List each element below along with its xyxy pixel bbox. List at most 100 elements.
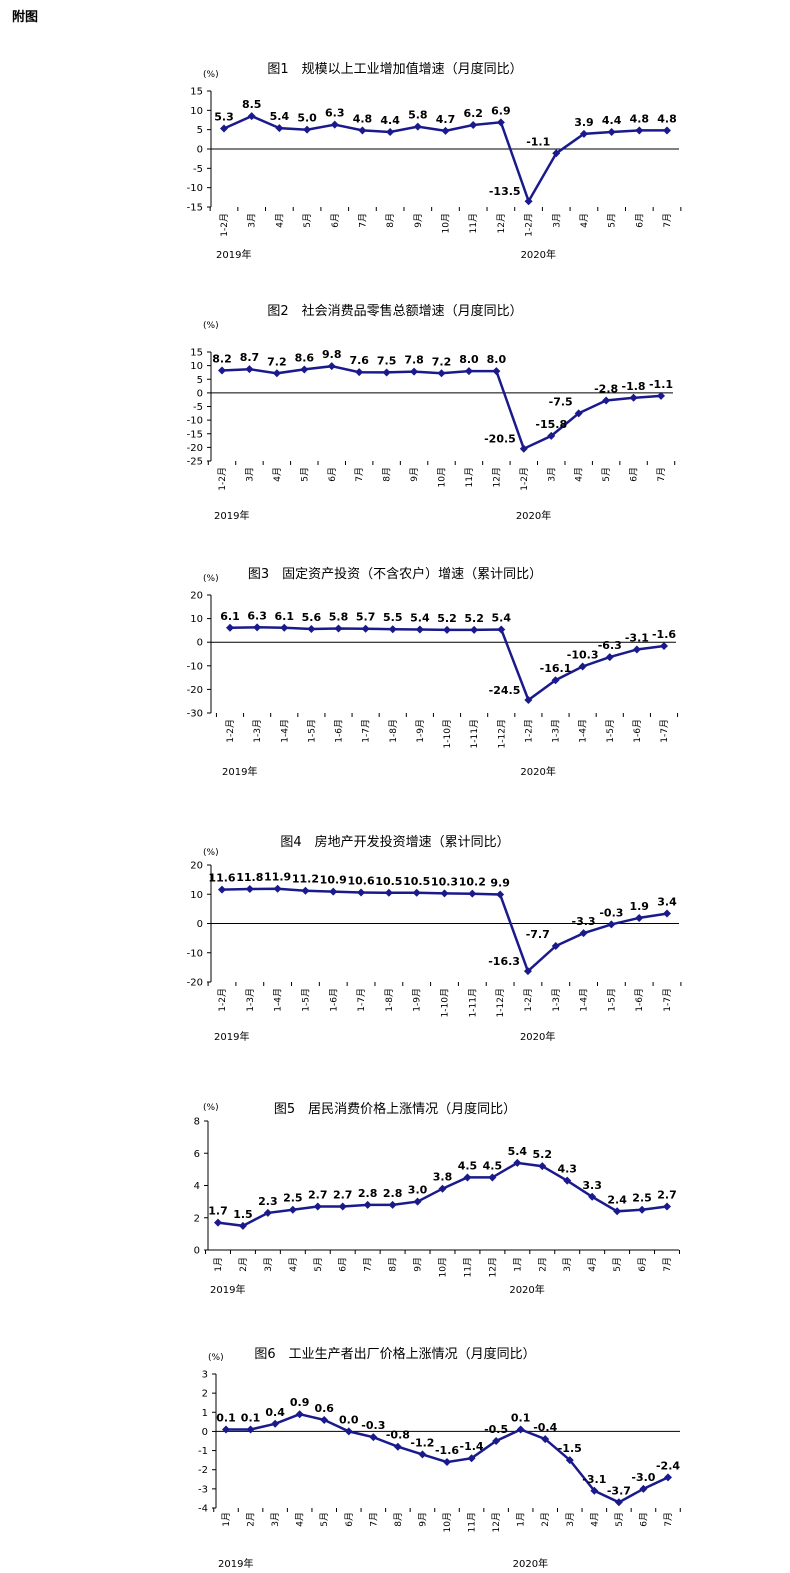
x-tick-label: 12月 <box>491 467 502 487</box>
chart-title: 图3 固定资产投资（不含农户）增速（累计同比） <box>248 566 542 582</box>
x-tick-label: 4月 <box>574 467 585 482</box>
x-tick-label: 5月 <box>601 467 612 482</box>
data-label: 10.9 <box>320 874 347 887</box>
x-tick-label: 3月 <box>270 1512 281 1527</box>
data-label: -6.3 <box>598 639 622 652</box>
data-label: 2.5 <box>632 1192 652 1205</box>
x-tick-label: 6月 <box>637 1257 648 1272</box>
x-tick-label: 1-2月 <box>524 213 535 237</box>
data-point <box>524 696 533 705</box>
year-label: 2020年 <box>513 1557 548 1570</box>
data-point <box>574 409 583 418</box>
year-label: 2020年 <box>521 248 556 261</box>
chart-title: 图2 社会消费品零售总额增速（月度同比） <box>267 303 522 319</box>
y-unit-label: (%) <box>203 574 219 584</box>
data-point <box>541 1435 550 1444</box>
data-point <box>388 625 397 634</box>
data-label: -1.8 <box>622 380 646 393</box>
data-label: 5.7 <box>356 611 376 624</box>
data-label: -2.8 <box>594 383 618 396</box>
data-label: 9.8 <box>322 348 342 361</box>
x-tick-label: 10月 <box>441 213 452 233</box>
data-label: 0.6 <box>314 1402 334 1415</box>
data-label: -7.7 <box>526 928 550 941</box>
data-label: 6.3 <box>247 609 267 622</box>
data-point <box>412 888 421 897</box>
data-label: 10.5 <box>375 875 402 888</box>
data-label: 11.8 <box>236 871 263 884</box>
data-label: 7.6 <box>349 354 369 367</box>
x-tick-label: 6月 <box>330 213 341 228</box>
x-tick-label: 1-11月 <box>469 719 480 748</box>
data-point <box>303 125 312 134</box>
x-tick-label: 1-3月 <box>551 719 562 743</box>
data-point <box>607 127 616 136</box>
x-tick-label: 4月 <box>579 213 590 228</box>
x-tick-label: 4月 <box>288 1257 299 1272</box>
x-tick-label: 6月 <box>638 1512 649 1527</box>
data-label: -3.1 <box>625 632 649 645</box>
y-tick-label: -25 <box>187 457 203 468</box>
y-tick-label: -5 <box>193 402 203 413</box>
data-point <box>275 124 284 133</box>
data-label: 8.0 <box>487 353 507 366</box>
data-point <box>513 1158 522 1167</box>
x-tick-label: 1-7月 <box>662 988 673 1012</box>
data-point <box>413 122 422 131</box>
data-point <box>552 149 561 158</box>
data-label: 7.2 <box>267 355 287 368</box>
x-tick-label: 1-6月 <box>632 719 643 743</box>
chart-industrial-value-added: 图1 规模以上工业增加值增速（月度同比） (%) 15 10 5 0 -5 -10 -15 1-2… <box>0 55 790 270</box>
data-point <box>578 662 587 671</box>
data-label: 4.3 <box>557 1163 577 1176</box>
x-tick-label: 1-6月 <box>328 988 339 1012</box>
y-tick-label: -10 <box>187 183 203 194</box>
data-point <box>602 396 611 405</box>
data-label: -0.4 <box>533 1421 557 1434</box>
data-point <box>369 1433 378 1442</box>
x-tick-label: 4月 <box>274 213 285 228</box>
x-tick-label: 1-7月 <box>356 988 367 1012</box>
x-tick-label: 1-4月 <box>279 719 290 743</box>
data-point <box>253 623 262 632</box>
data-point <box>410 367 419 376</box>
data-point <box>523 967 532 976</box>
chart-real-estate-investment: 图4 房地产开发投资增速（累计同比） (%) 20 10 0 -10 -20 1-2月 1-3月… <box>0 828 790 1050</box>
x-tick-label: 1-4月 <box>578 719 589 743</box>
year-label: 2019年 <box>216 248 251 261</box>
data-label: 6.9 <box>491 104 511 117</box>
data-point <box>382 368 391 377</box>
y-unit-label: (%) <box>203 321 219 331</box>
data-label: -1.5 <box>558 1442 582 1455</box>
x-tick-label: 1-5月 <box>606 988 617 1012</box>
data-point <box>338 1202 347 1211</box>
x-tick-label: 6月 <box>344 1512 355 1527</box>
data-label: -3.3 <box>572 915 596 928</box>
data-label: 3.4 <box>657 896 677 909</box>
y-tick-label: 2 <box>194 1213 200 1224</box>
data-label: 10.3 <box>431 875 458 888</box>
data-label: 4.4 <box>380 114 400 127</box>
data-point <box>218 366 226 375</box>
series-line <box>221 364 662 451</box>
x-tick-label: 1-12月 <box>495 988 506 1017</box>
x-tick-label: 1-3月 <box>551 988 562 1012</box>
data-label: 3.9 <box>574 116 594 129</box>
x-tick-label: 7月 <box>656 467 667 482</box>
data-point <box>358 126 367 135</box>
data-point <box>280 623 289 632</box>
data-label: 2.3 <box>258 1195 278 1208</box>
x-tick-label: 9月 <box>417 1512 428 1527</box>
data-label: 6.1 <box>220 610 240 623</box>
data-point <box>330 120 339 129</box>
x-tick-label: 1月 <box>512 1257 523 1272</box>
y-tick-label: 15 <box>190 87 203 98</box>
data-point <box>384 888 393 897</box>
x-tick-label: 11月 <box>467 1512 478 1532</box>
data-label: 5.4 <box>270 110 290 123</box>
year-label: 2019年 <box>210 1283 245 1296</box>
x-tick-label: 7月 <box>368 1512 379 1527</box>
x-tick-label: 3月 <box>551 213 562 228</box>
y-tick-label: 0 <box>197 638 203 649</box>
data-label: 1.7 <box>208 1205 228 1218</box>
